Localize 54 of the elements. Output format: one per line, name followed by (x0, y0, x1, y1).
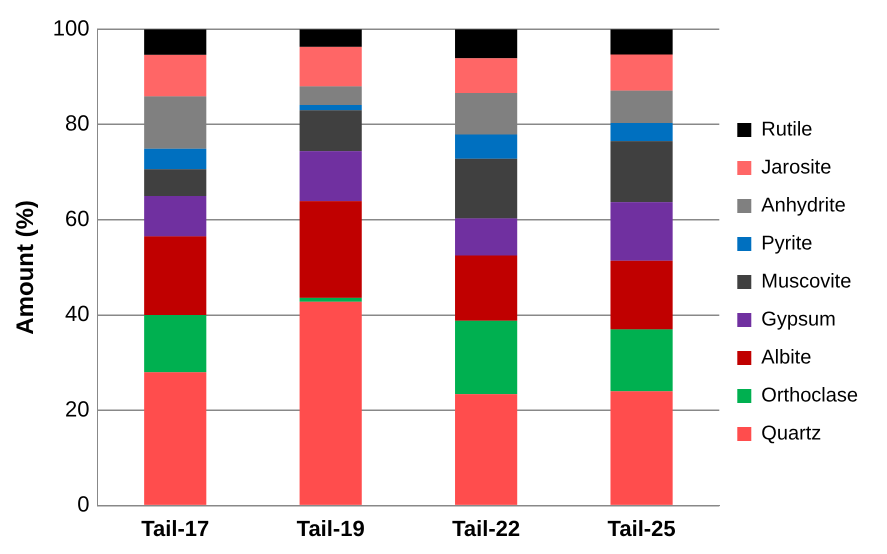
x-tick-label: Tail-22 (452, 516, 520, 541)
bar (144, 169, 206, 196)
legend-label: Gypsum (761, 308, 836, 331)
y-tick-label: 60 (65, 206, 90, 231)
bar (300, 104, 362, 110)
bar (610, 141, 673, 202)
legend-label: Pyrite (761, 232, 812, 255)
bar (300, 201, 362, 298)
bar (300, 110, 362, 152)
bar (610, 329, 673, 392)
bar (455, 158, 518, 218)
bar (300, 29, 362, 47)
bar (300, 298, 362, 302)
bar (300, 302, 362, 505)
legend-label: Albite (761, 346, 812, 369)
bar (610, 391, 673, 505)
bar (610, 123, 673, 142)
legend-label: Quartz (761, 422, 822, 445)
x-tick-label: Tail-25 (608, 516, 676, 541)
bar (455, 218, 518, 256)
legend-label: Orthoclase (761, 384, 858, 407)
bar (144, 315, 206, 372)
bar (144, 54, 206, 96)
bar (455, 134, 518, 159)
bar (610, 260, 673, 330)
bar (144, 236, 206, 316)
bar (610, 54, 673, 91)
bar (300, 151, 362, 202)
legend-label: Anhydrite (761, 194, 846, 217)
y-axis-title: Amount (%) (12, 200, 40, 335)
bar (144, 29, 206, 55)
bar (455, 29, 518, 58)
legend-label: Jarosite (761, 156, 832, 179)
y-tick-label: 100 (52, 15, 90, 40)
bar (144, 372, 206, 505)
y-tick-label: 0 (77, 492, 90, 517)
y-tick-label: 20 (65, 396, 90, 422)
bar (610, 90, 673, 124)
bar (455, 58, 518, 94)
y-tick-label: 40 (65, 301, 90, 326)
bar (144, 196, 206, 236)
bar (300, 86, 362, 105)
x-tick-label: Tail-17 (141, 516, 210, 541)
bar (610, 202, 673, 261)
bar (300, 46, 362, 86)
legend-label: Rutile (761, 118, 812, 141)
legend-label: Muscovite (761, 270, 852, 293)
x-tick-label: Tail-19 (296, 516, 365, 541)
bar (144, 148, 206, 170)
bar (455, 394, 518, 505)
bar (455, 255, 518, 321)
bar (610, 29, 673, 54)
bar (455, 320, 518, 394)
y-tick-label: 80 (65, 110, 90, 136)
